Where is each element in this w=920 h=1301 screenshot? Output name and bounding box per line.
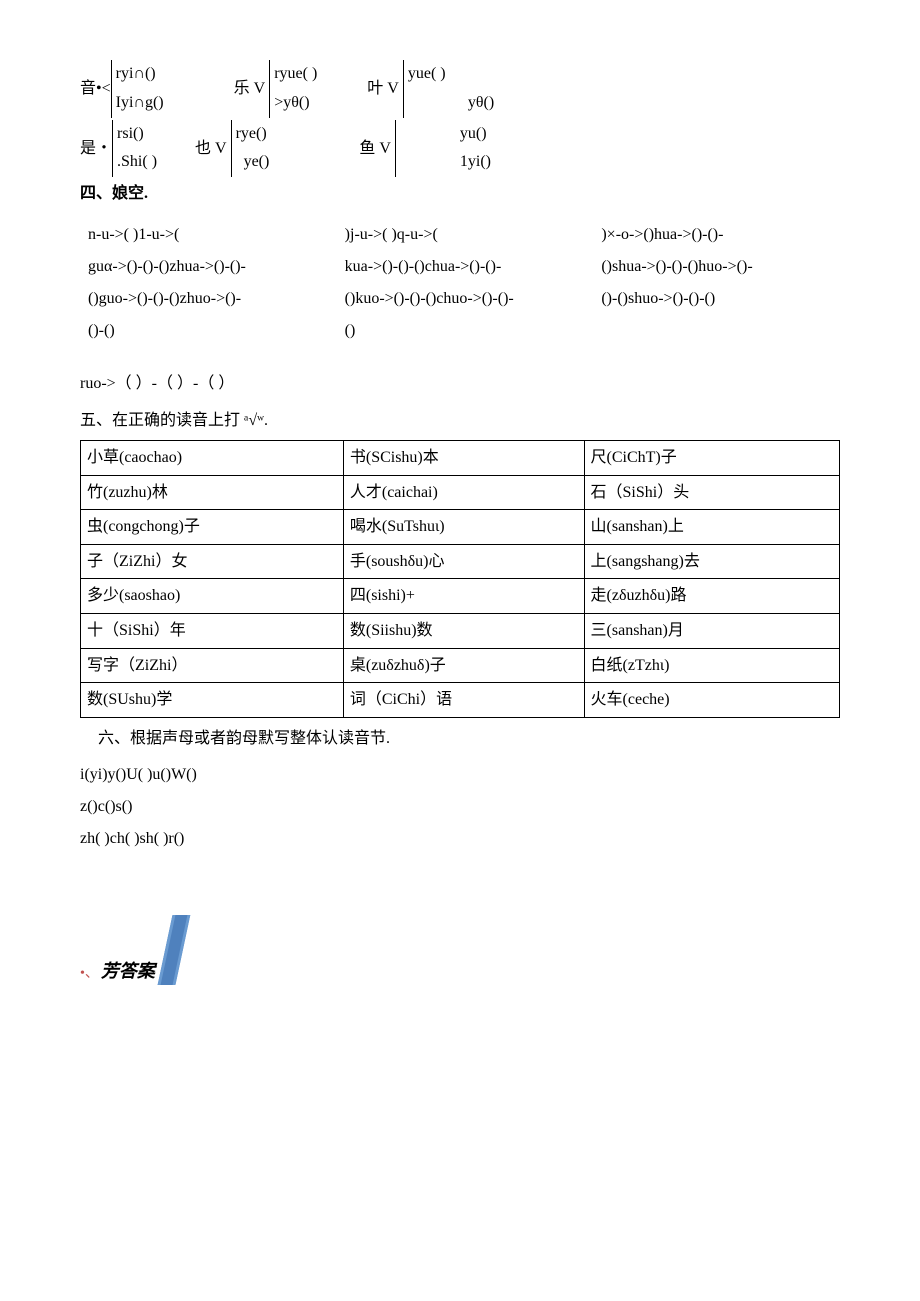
opt: rye(): [236, 120, 270, 149]
opt: ryi∩(): [116, 60, 164, 89]
section6-lines: i(yi)y()U( )u()W() z()c()s() zh( )ch( )s…: [80, 759, 840, 855]
cell: 走(zδuzhδu)路: [584, 579, 839, 614]
section4-title: 四、娘空.: [80, 181, 840, 207]
cell: 人才(caichai): [343, 475, 584, 510]
fill-col-1: n-u->( )1-u->( guα->()-()-()zhua->()-()-…: [88, 219, 327, 347]
label-yin: 音•< ryi∩() Iyi∩g(): [80, 60, 164, 118]
cell: 词（CiChi）语: [343, 683, 584, 718]
fill-line: ()-()shuo->()-()-(): [601, 283, 840, 315]
opt: 1yi(): [400, 148, 491, 177]
fill-col-3: )×-o->()hua->()-()- ()shua->()-()-()huo-…: [601, 219, 840, 347]
fill-line: ()-(): [88, 315, 327, 347]
cell: 白纸(zTzhι): [584, 648, 839, 683]
cell: 数(SUshu)学: [81, 683, 344, 718]
table-row: 虫(congchong)子 喝水(SuTshuι) 山(sanshan)上: [81, 510, 840, 545]
label-text: 乐 V: [234, 76, 266, 102]
fill-col-2: )j-u->( )q-u->( kua->()-()-()chua->()-()…: [345, 219, 584, 347]
cell: 桌(zuδzhuδ)子: [343, 648, 584, 683]
cell: 小草(caochao): [81, 440, 344, 475]
answer-label: •、芳答案: [80, 957, 155, 986]
fill-line: n-u->( )1-u->(: [88, 219, 327, 251]
cell: 虫(congchong)子: [81, 510, 344, 545]
fill-line: kua->()-()-()chua->()-()-: [345, 251, 584, 283]
label-yev: 也 V rye() ye(): [195, 120, 269, 178]
label-text: 叶 V: [367, 76, 399, 102]
answer-row: •、芳答案: [80, 915, 840, 985]
label-text: 音•<: [80, 76, 111, 102]
label-shi: 是・ rsi() .Shi( ): [80, 120, 157, 178]
label-yu: 鱼 V yu() 1yi(): [359, 120, 491, 178]
table-row: 数(SUshu)学 词（CiChi）语 火车(ceche): [81, 683, 840, 718]
cell: 子（ZiZhi）女: [81, 544, 344, 579]
fill-line: (): [345, 315, 584, 347]
label-text: 是・: [80, 136, 112, 162]
opt: ye(): [236, 148, 270, 177]
opt: yθ(): [408, 89, 494, 118]
cell: 数(Siishu)数: [343, 613, 584, 648]
q6-line: z()c()s(): [80, 791, 840, 823]
section4-fill: n-u->( )1-u->( guα->()-()-()zhua->()-()-…: [88, 219, 840, 347]
opt: ryue( ): [274, 60, 317, 89]
fill-line: )j-u->( )q-u->(: [345, 219, 584, 251]
fill-line: ()guo->()-()-()zhuo->()-: [88, 283, 327, 315]
cell: 喝水(SuTshuι): [343, 510, 584, 545]
q6-line: i(yi)y()U( )u()W(): [80, 759, 840, 791]
cell: 书(SCishu)本: [343, 440, 584, 475]
cell: 火车(ceche): [584, 683, 839, 718]
cell: 十（SiShi）年: [81, 613, 344, 648]
red-dot-icon: •、: [80, 966, 99, 981]
ruo-line: ruo->（ ）-（ ）-（ ）: [80, 371, 840, 397]
answer-text: 芳答案: [101, 961, 155, 981]
cell: 写字（ZiZhi）: [81, 648, 344, 683]
cell: 竹(zuzhu)林: [81, 475, 344, 510]
section6-title: 六、根据声母或者韵母默写整体认读音节.: [98, 726, 840, 752]
cell: 多少(saoshao): [81, 579, 344, 614]
label-le: 乐 V ryue( ) >yθ(): [234, 60, 318, 118]
cell: 尺(CiChT)子: [584, 440, 839, 475]
top-bracket-row-1: 音•< ryi∩() Iyi∩g() 乐 V ryue( ) >yθ() 叶 V…: [80, 60, 840, 118]
table-row: 子（ZiZhi）女 手(soushδu)心 上(sangshang)去: [81, 544, 840, 579]
cell: 石（SiShi）头: [584, 475, 839, 510]
pinyin-tbody: 小草(caochao) 书(SCishu)本 尺(CiChT)子 竹(zuzhu…: [81, 440, 840, 717]
cell: 上(sangshang)去: [584, 544, 839, 579]
cell: 手(soushδu)心: [343, 544, 584, 579]
blue-stroke-icon: [157, 915, 192, 985]
section5-title: 五、在正确的读音上打 ᵃ√ʷ.: [80, 408, 840, 434]
fill-line: guα->()-()-()zhua->()-()-: [88, 251, 327, 283]
q6-line: zh( )ch( )sh( )r(): [80, 823, 840, 855]
table-row: 十（SiShi）年 数(Siishu)数 三(sanshan)月: [81, 613, 840, 648]
opt: >yθ(): [274, 89, 317, 118]
fill-line: )×-o->()hua->()-()-: [601, 219, 840, 251]
label-text: 也 V: [195, 136, 227, 162]
label-ye: 叶 V yue( ) yθ(): [367, 60, 494, 118]
label-text: 鱼 V: [359, 136, 391, 162]
opt: .Shi( ): [117, 148, 157, 177]
table-row: 多少(saoshao) 四(sishi)+ 走(zδuzhδu)路: [81, 579, 840, 614]
cell: 三(sanshan)月: [584, 613, 839, 648]
table-row: 小草(caochao) 书(SCishu)本 尺(CiChT)子: [81, 440, 840, 475]
opt: Iyi∩g(): [116, 89, 164, 118]
fill-line: ()kuo->()-()-()chuo->()-()-: [345, 283, 584, 315]
pinyin-table: 小草(caochao) 书(SCishu)本 尺(CiChT)子 竹(zuzhu…: [80, 440, 840, 718]
fill-line: ()shua->()-()-()huo->()-: [601, 251, 840, 283]
opt: yu(): [400, 120, 491, 149]
cell: 四(sishi)+: [343, 579, 584, 614]
table-row: 竹(zuzhu)林 人才(caichai) 石（SiShi）头: [81, 475, 840, 510]
opt: yue( ): [408, 60, 494, 89]
table-row: 写字（ZiZhi） 桌(zuδzhuδ)子 白纸(zTzhι): [81, 648, 840, 683]
cell: 山(sanshan)上: [584, 510, 839, 545]
opt: rsi(): [117, 120, 157, 149]
top-bracket-row-2: 是・ rsi() .Shi( ) 也 V rye() ye() 鱼 V yu()…: [80, 120, 840, 178]
